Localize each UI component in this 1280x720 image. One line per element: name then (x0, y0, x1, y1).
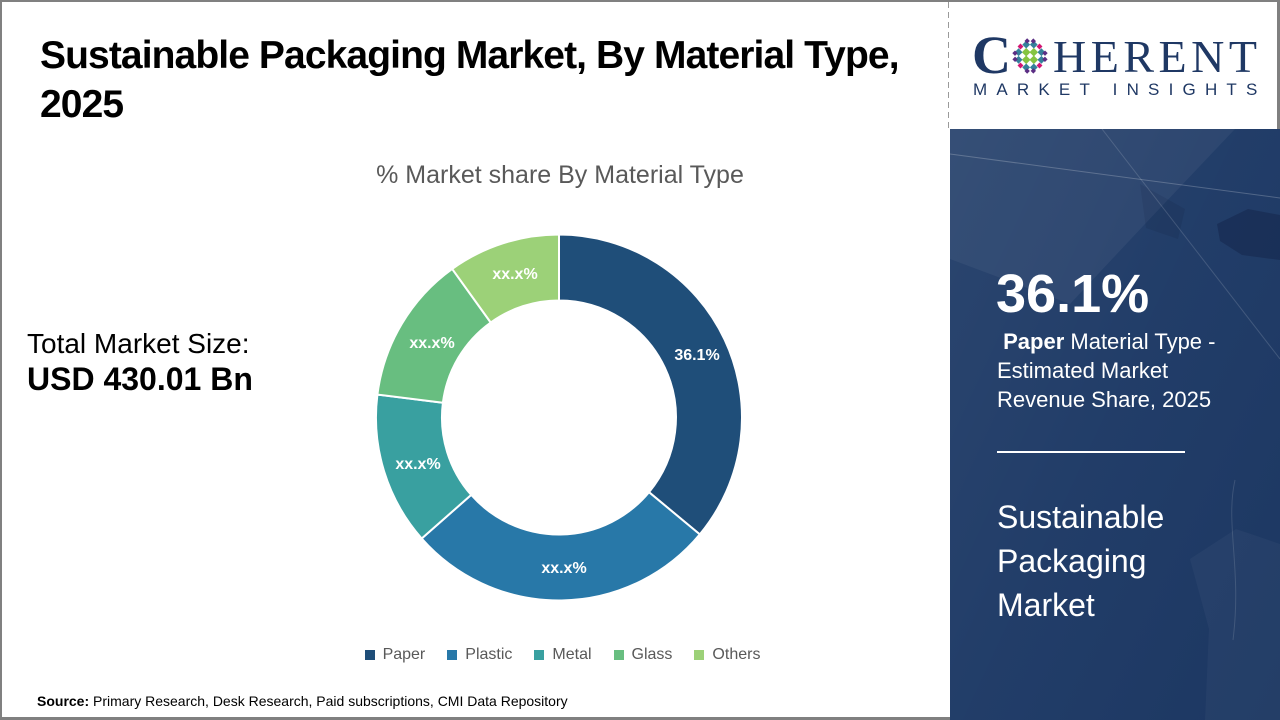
svg-text:xx.x%: xx.x% (541, 560, 586, 577)
svg-text:xx.x%: xx.x% (492, 266, 537, 283)
svg-text:xx.x%: xx.x% (395, 456, 440, 473)
svg-text:xx.x%: xx.x% (409, 335, 454, 352)
svg-text:36.1%: 36.1% (674, 347, 719, 364)
